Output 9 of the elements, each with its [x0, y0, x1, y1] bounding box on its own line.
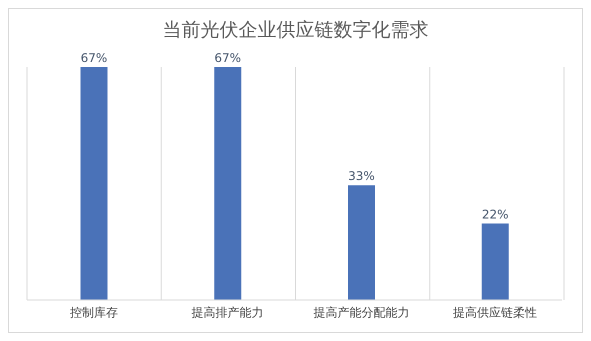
- x-tick-label: 控制库存: [70, 306, 118, 320]
- data-label: 33%: [348, 169, 375, 184]
- x-tick-label: 提高排产能力: [192, 306, 264, 320]
- data-label: 67%: [214, 51, 242, 65]
- x-tick-label: 提高产能分配能力: [313, 306, 410, 320]
- chart-title: 当前光伏企业供应链数字化需求: [162, 18, 430, 43]
- data-label: 22%: [482, 207, 509, 222]
- x-tick-label: 提高供应链柔性: [453, 306, 538, 320]
- data-label: 67%: [80, 51, 108, 65]
